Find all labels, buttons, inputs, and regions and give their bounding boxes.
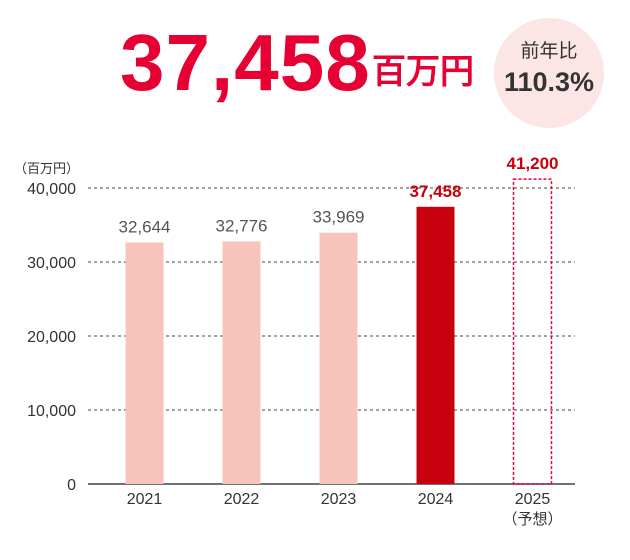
bar-2022 [222, 241, 261, 484]
x-tick-label-2021: 2021 [127, 491, 163, 508]
bar-2024 [416, 206, 455, 485]
data-label-2022: 32,776 [216, 216, 268, 235]
data-label-2025: 41,200 [507, 154, 559, 173]
bar-2023 [319, 232, 358, 484]
headline: 37,458 百万円 前年比 110.3% [0, 0, 630, 130]
yoy-label: 前年比 [520, 41, 578, 62]
data-label-2021: 32,644 [119, 217, 171, 236]
y-tick-label: 30,000 [27, 255, 76, 272]
y-tick-label: 0 [67, 477, 76, 494]
y-axis-unit-label: （百万円） [14, 161, 79, 176]
bar-2025-forecast [512, 178, 553, 485]
y-tick-label: 40,000 [27, 181, 76, 198]
bar-2021 [125, 242, 164, 484]
data-label-2024: 37,458 [410, 182, 462, 201]
x-tick-label-2025: 2025 [515, 491, 551, 508]
x-tick-sublabel-2025: （予想） [502, 511, 562, 528]
total-sales-value: 37,458 [120, 18, 371, 107]
total-sales-unit: 百万円 [372, 53, 474, 91]
yoy-badge: 前年比 110.3% [494, 18, 604, 128]
y-tick-label: 10,000 [27, 403, 76, 420]
x-tick-label-2023: 2023 [321, 491, 357, 508]
data-label-2023: 33,969 [313, 208, 365, 227]
y-tick-label: 20,000 [27, 329, 76, 346]
x-tick-label-2024: 2024 [418, 491, 454, 508]
x-tick-label-2022: 2022 [224, 491, 260, 508]
yoy-value: 110.3% [503, 67, 595, 97]
